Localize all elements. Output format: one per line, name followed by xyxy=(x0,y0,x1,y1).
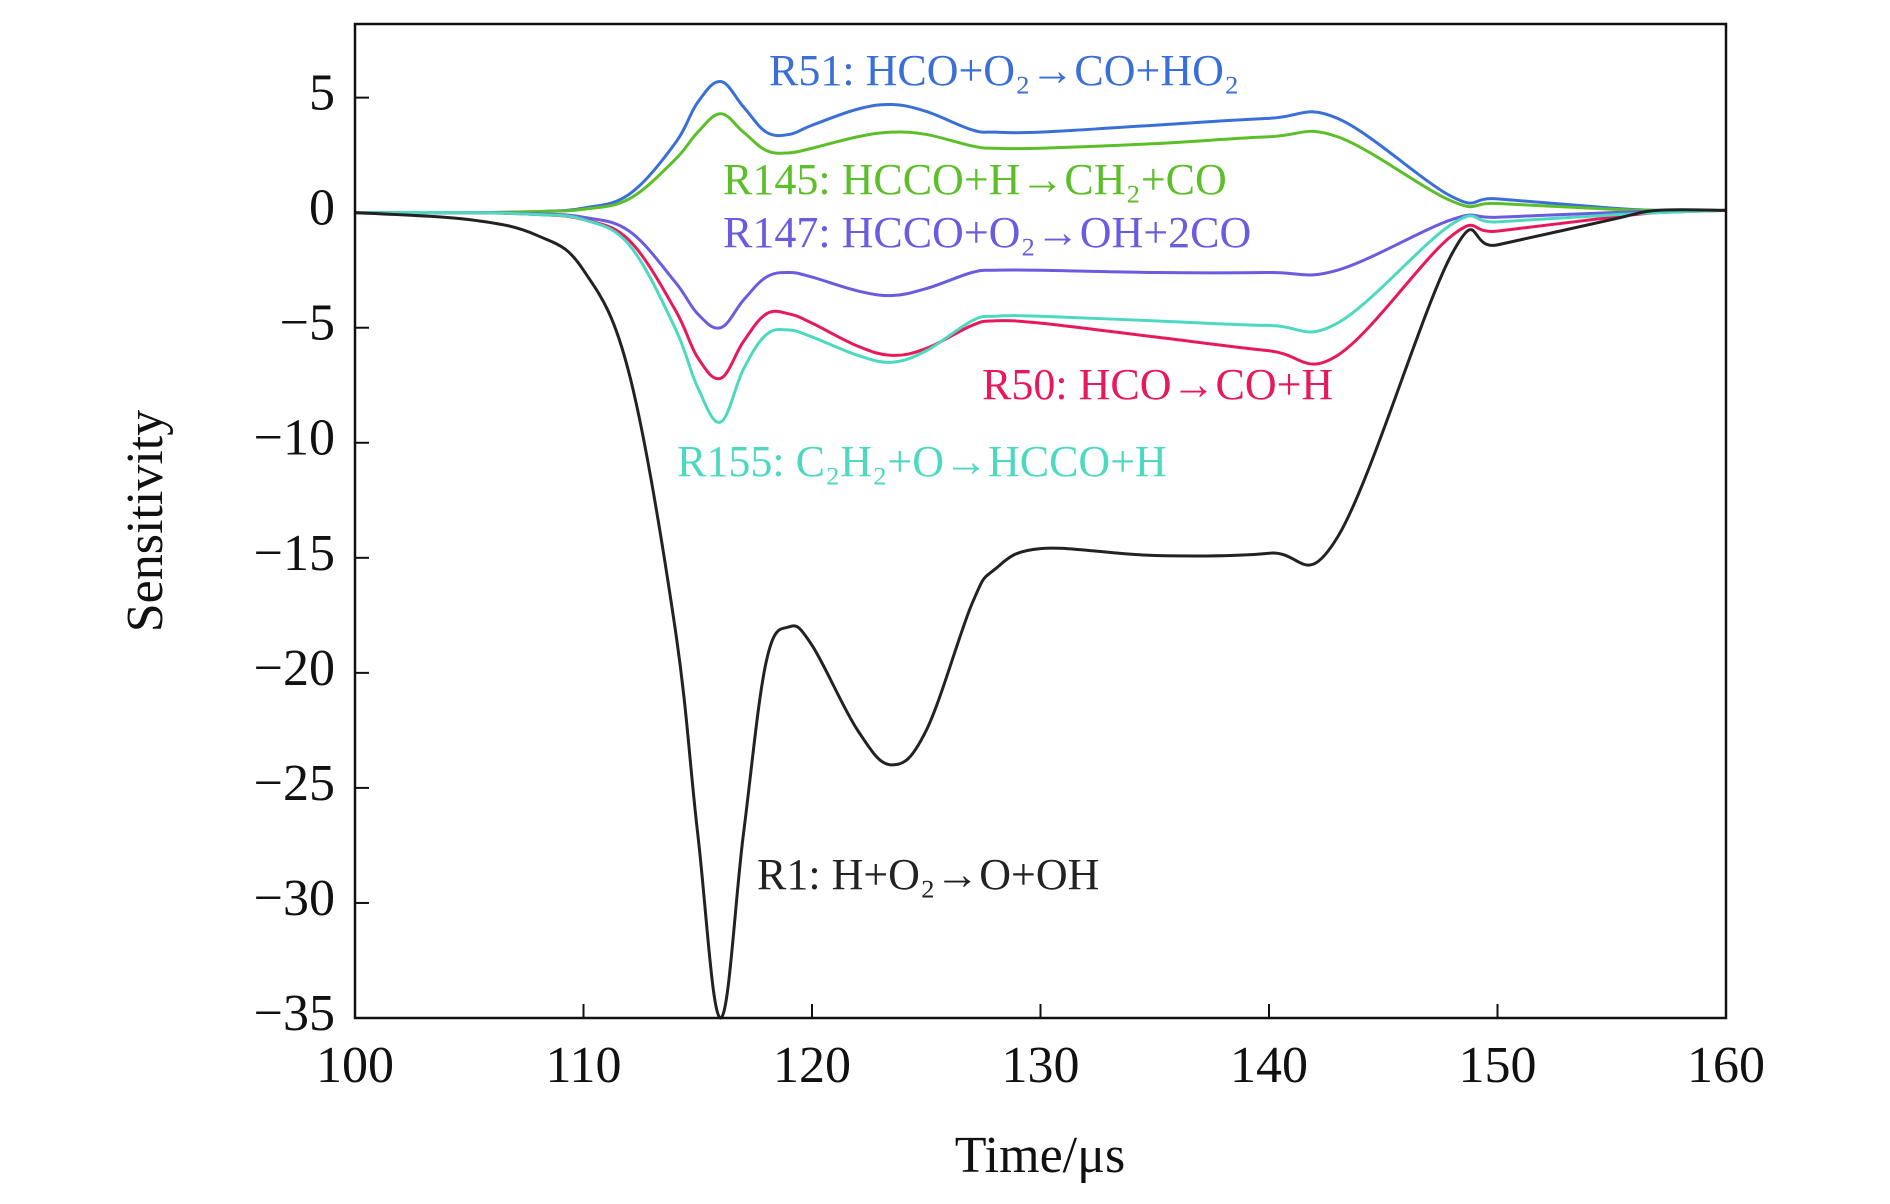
series-line xyxy=(354,208,1727,1020)
x-tick-label: 100 xyxy=(316,1037,394,1094)
y-tick-label: −10 xyxy=(254,410,335,467)
x-tick-label: 160 xyxy=(1687,1037,1765,1094)
x-tick-label: 120 xyxy=(773,1037,851,1094)
y-axis-title: Sensitivity xyxy=(117,410,174,632)
series-line xyxy=(354,208,1727,330)
x-tick-label: 150 xyxy=(1459,1037,1537,1094)
series-line xyxy=(354,80,1727,215)
x-tick-label: 140 xyxy=(1230,1037,1308,1094)
series-label: R147: HCCO+O₂→OH+2CO xyxy=(723,208,1251,257)
series-line xyxy=(354,208,1727,424)
y-tick-label: −30 xyxy=(254,870,335,927)
x-tick-label: 130 xyxy=(1002,1037,1080,1094)
y-tick-label: 5 xyxy=(309,65,335,122)
series-label: R50: HCO→CO+H xyxy=(982,360,1333,409)
y-tick-label: 0 xyxy=(309,180,335,237)
series-label: R145: HCCO+H→CH₂+CO xyxy=(723,155,1227,204)
y-tick-label: −35 xyxy=(254,985,335,1042)
y-tick-label: −25 xyxy=(254,755,335,812)
y-tick-label: −5 xyxy=(280,295,335,352)
series-label: R155: C₂H₂+O→HCCO+H xyxy=(677,437,1167,486)
x-tick-label: 110 xyxy=(545,1037,621,1094)
y-tick-label: −15 xyxy=(254,525,335,582)
series-line xyxy=(354,208,1727,381)
series-line xyxy=(354,112,1727,215)
y-tick-label: −20 xyxy=(254,640,335,697)
series-label: R51: HCO+O₂→CO+HO₂ xyxy=(769,46,1239,95)
x-axis-title: Time/μs xyxy=(955,1127,1125,1184)
plot-frame xyxy=(353,22,1728,1020)
series-label: R1: H+O₂→O+OH xyxy=(757,850,1099,899)
